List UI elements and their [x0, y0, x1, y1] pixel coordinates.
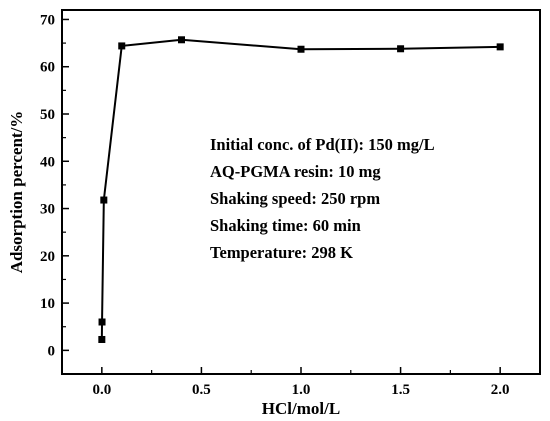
y-tick-label: 0	[48, 343, 56, 359]
y-tick-label: 50	[40, 107, 55, 123]
x-tick-label: 0.5	[192, 382, 211, 398]
x-tick-label: 2.0	[491, 382, 510, 398]
y-tick-label: 60	[40, 60, 55, 76]
y-tick-label: 10	[40, 296, 55, 312]
y-tick-label: 20	[40, 249, 55, 265]
x-tick-label: 1.5	[391, 382, 410, 398]
data-point	[118, 42, 126, 50]
y-tick-label: 70	[40, 12, 55, 28]
x-tick-label: 1.0	[292, 382, 311, 398]
x-tick-label: 0.0	[92, 382, 111, 398]
y-axis-title: Adsorption percent/%	[7, 111, 26, 274]
data-point	[100, 196, 108, 204]
x-axis-title: HCl/mol/L	[262, 399, 340, 418]
annotation-line: Temperature: 298 K	[210, 243, 353, 262]
data-point	[397, 45, 405, 53]
y-tick-label: 40	[40, 154, 55, 170]
series-line	[100, 38, 501, 340]
annotation-line: AQ-PGMA resin: 10 mg	[210, 162, 381, 181]
data-point	[98, 335, 106, 343]
data-point	[496, 43, 504, 51]
data-point	[178, 36, 185, 44]
y-tick-label: 30	[40, 202, 55, 218]
x-axis: 0.0 0.5 1.0 1.5 2.0	[92, 367, 510, 398]
data-point	[98, 318, 106, 326]
annotation-box: Initial conc. of Pd(II): 150 mg/L AQ-PGMA…	[210, 135, 435, 262]
series-layer	[98, 36, 504, 343]
annotation-line: Shaking time: 60 min	[210, 216, 361, 235]
y-axis: 0 10 20 30 40 50 60 70	[40, 12, 69, 359]
annotation-line: Shaking speed: 250 rpm	[210, 189, 380, 208]
annotation-line: Initial conc. of Pd(II): 150 mg/L	[210, 135, 435, 154]
data-point	[297, 45, 305, 53]
